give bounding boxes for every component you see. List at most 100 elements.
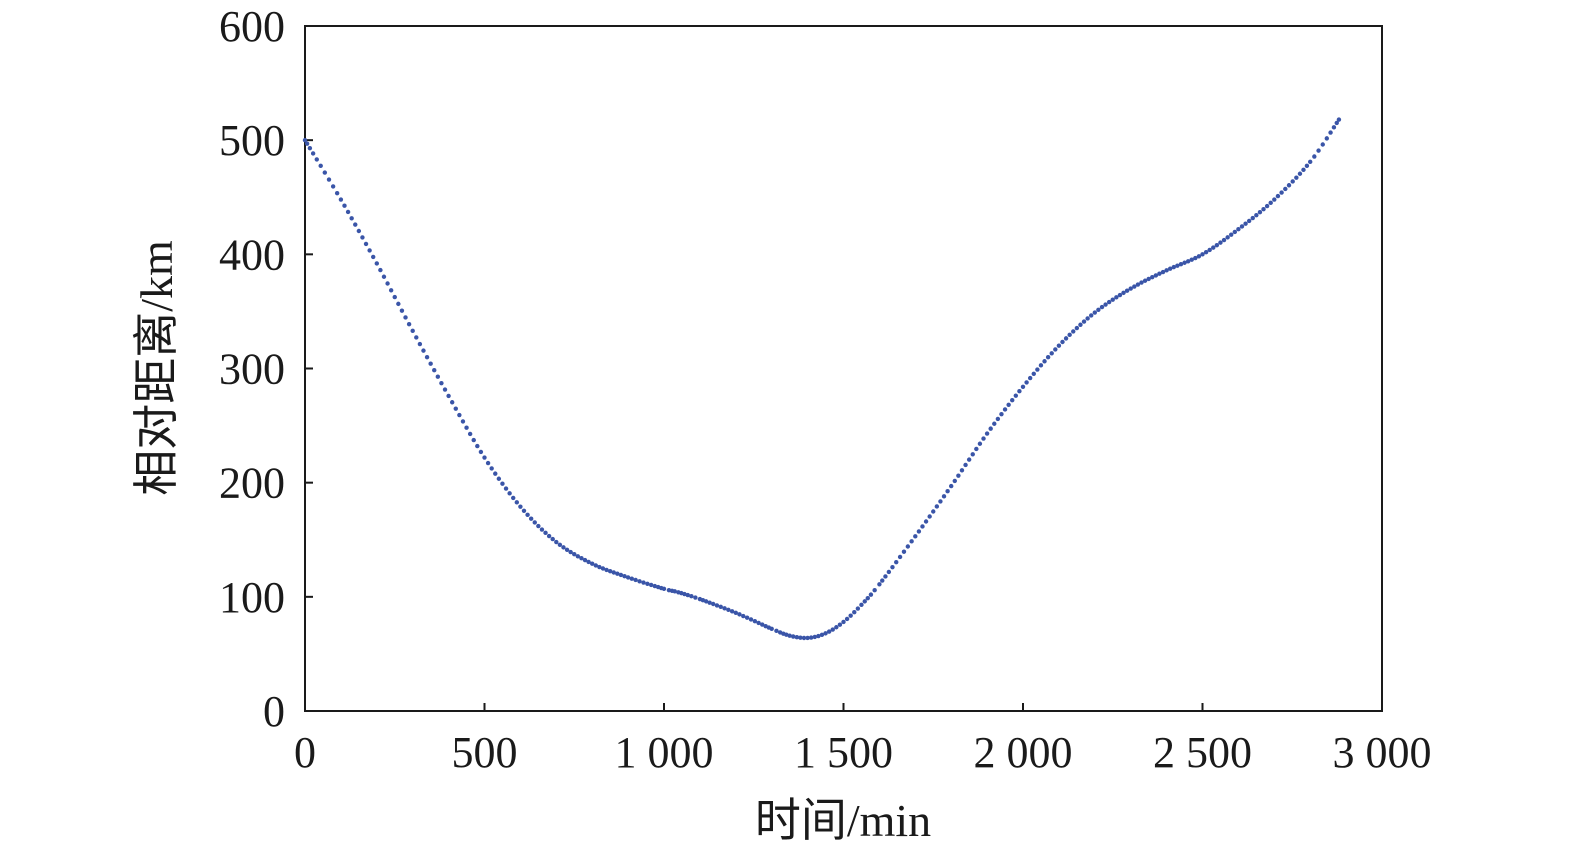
data-point — [1071, 329, 1076, 334]
data-point — [550, 536, 555, 542]
data-point — [1135, 282, 1141, 287]
data-point — [819, 632, 825, 638]
y-tick-label: 200 — [219, 459, 285, 508]
data-point — [1324, 136, 1330, 141]
x-axis-ticks: 0 500 1 000 1 500 2 000 2 500 3 000 — [294, 703, 1432, 777]
data-point — [916, 529, 922, 534]
data-point — [1128, 286, 1133, 291]
y-tick-label: 400 — [219, 230, 285, 279]
data-point — [1304, 163, 1310, 169]
data-point — [748, 617, 754, 622]
data-point — [641, 580, 646, 585]
data-point — [1114, 295, 1119, 300]
data-point — [909, 539, 914, 544]
data-point — [471, 437, 476, 443]
data-point — [1053, 347, 1058, 352]
data-point — [500, 481, 505, 486]
data-point — [1239, 224, 1245, 229]
data-point — [1336, 117, 1342, 122]
data-point — [1060, 339, 1065, 345]
data-point — [923, 519, 929, 524]
data-point — [672, 589, 677, 594]
data-point — [539, 527, 545, 532]
data-point — [1257, 210, 1263, 215]
data-point — [1297, 171, 1303, 176]
data-point — [794, 635, 800, 640]
data-point — [568, 549, 573, 555]
data-point — [1182, 260, 1187, 265]
data-point — [363, 241, 369, 247]
data-point — [816, 633, 821, 639]
data-point — [1150, 274, 1155, 280]
data-point — [1203, 250, 1209, 255]
data-point — [1085, 316, 1090, 321]
data-point — [981, 436, 986, 441]
data-point — [1268, 200, 1273, 206]
data-point — [381, 274, 387, 279]
data-point — [872, 587, 877, 593]
data-point — [532, 520, 537, 525]
data-point — [1020, 384, 1026, 389]
data-point — [862, 599, 867, 604]
data-point — [956, 473, 961, 478]
data-point — [396, 301, 401, 307]
data-point — [859, 602, 864, 608]
data-point — [607, 569, 613, 574]
data-point — [966, 457, 972, 462]
x-tick-label: 3 000 — [1333, 728, 1432, 777]
data-point — [1279, 190, 1284, 195]
data-point — [1160, 269, 1166, 275]
data-point — [399, 308, 405, 313]
data-point — [905, 544, 911, 549]
data-point — [805, 635, 810, 641]
data-point — [890, 564, 895, 570]
x-tick-label: 1 500 — [794, 728, 893, 777]
data-point — [1320, 142, 1325, 147]
data-point — [718, 604, 723, 610]
y-tick-label: 100 — [219, 573, 285, 622]
data-point — [1110, 297, 1115, 302]
data-point — [798, 635, 803, 640]
data-point — [417, 341, 423, 347]
data-point — [970, 452, 975, 457]
data-point — [493, 471, 498, 476]
data-point — [1286, 183, 1292, 188]
data-point — [579, 556, 584, 561]
data-point — [604, 567, 609, 573]
data-point — [611, 570, 616, 575]
data-point — [963, 462, 968, 468]
data-point — [812, 634, 817, 640]
data-point — [703, 599, 709, 604]
y-tick-label: 500 — [219, 116, 285, 165]
data-point — [852, 609, 857, 615]
data-point — [432, 368, 437, 373]
data-point — [714, 603, 720, 608]
data-point — [1164, 268, 1169, 273]
data-point — [424, 354, 430, 360]
data-point — [645, 581, 650, 586]
data-point — [941, 494, 947, 499]
data-point — [1218, 240, 1223, 245]
data-point — [685, 592, 690, 598]
y-axis-ticks: 0 100 200 300 400 500 600 — [219, 2, 313, 736]
data-point — [977, 441, 983, 446]
data-point — [1294, 175, 1299, 180]
data-point — [326, 177, 332, 182]
data-point — [648, 582, 654, 588]
data-point — [726, 607, 731, 613]
data-point — [1139, 280, 1144, 285]
data-point — [1275, 193, 1281, 199]
data-point — [485, 460, 491, 466]
data-point — [760, 622, 765, 627]
data-point — [385, 281, 390, 286]
data-point — [633, 577, 638, 583]
data-point — [1171, 264, 1176, 270]
data-point — [1010, 398, 1015, 403]
data-point — [894, 559, 899, 565]
data-point — [1035, 367, 1040, 372]
data-point — [439, 380, 444, 386]
y-axis-title: 相对距离/km — [131, 240, 182, 496]
data-point — [844, 616, 850, 622]
data-point — [528, 516, 534, 521]
data-point — [622, 573, 627, 579]
